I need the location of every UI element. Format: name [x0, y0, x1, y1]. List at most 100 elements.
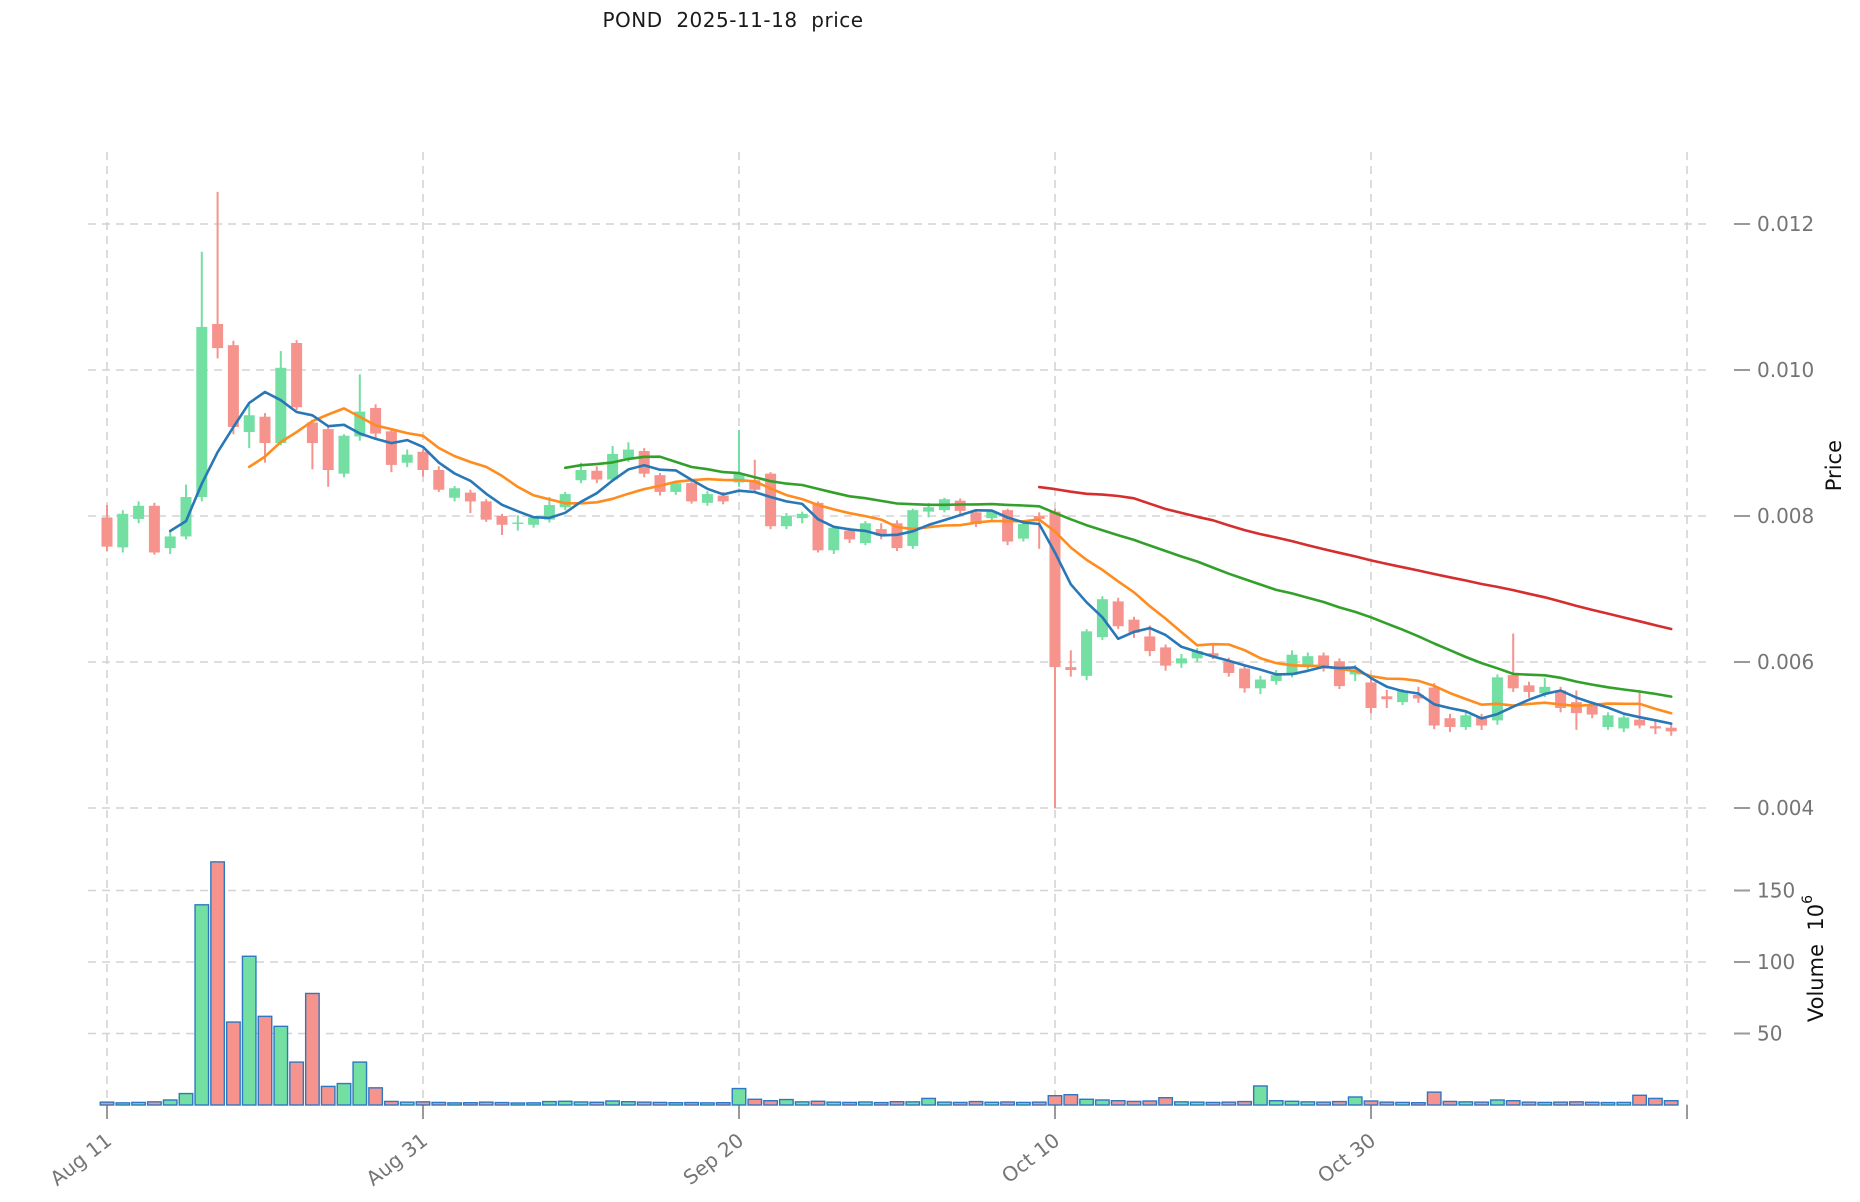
candle-body-up: [1191, 651, 1203, 659]
candle-body-down: [1144, 636, 1156, 652]
candle-body-up: [401, 454, 413, 463]
candle-body-down: [1002, 510, 1014, 542]
volume-bar: [1158, 1097, 1174, 1106]
volume-bar: [557, 1100, 573, 1106]
volume-bar: [1505, 1100, 1521, 1106]
volume-bar: [1316, 1101, 1332, 1106]
candle-body-down: [654, 475, 666, 492]
volume-bar: [1079, 1098, 1095, 1106]
volume-bar: [1126, 1100, 1142, 1106]
date-tick-label: Oct 10: [997, 1128, 1064, 1188]
volume-bar: [431, 1101, 447, 1106]
volume-bar: [952, 1101, 968, 1106]
volume-bar: [494, 1101, 510, 1106]
volume-bar: [1063, 1094, 1079, 1106]
candle-body-up: [117, 513, 129, 548]
volume-bar: [936, 1101, 952, 1106]
candle-body-up: [543, 505, 555, 520]
candle-body-up: [180, 497, 192, 537]
candle-body-down: [1665, 727, 1677, 732]
candle-body-up: [1017, 524, 1029, 539]
volume-bar: [1189, 1101, 1205, 1106]
volume-bar: [1047, 1095, 1063, 1106]
candle-body-up: [1539, 686, 1551, 694]
candle-body-down: [1365, 682, 1377, 708]
price-tick-label: 0.004: [1757, 796, 1814, 820]
candle-body-up: [559, 494, 571, 508]
candle-body-up: [701, 494, 713, 503]
volume-bar: [589, 1101, 605, 1106]
candle-body-up: [164, 536, 176, 549]
candle-body-down: [1239, 668, 1251, 689]
volume-bar: [1205, 1101, 1221, 1106]
volume-bar: [684, 1101, 700, 1106]
candle-body-up: [275, 367, 287, 443]
candle-body-down: [259, 416, 271, 443]
candle-body-up: [670, 483, 682, 492]
candle-body-up: [1618, 717, 1630, 729]
candle-body-down: [1428, 687, 1440, 726]
volume-bar: [1521, 1101, 1537, 1106]
volume-bar: [225, 1021, 241, 1106]
candle-body-down: [1065, 667, 1077, 671]
volume-bar: [984, 1101, 1000, 1106]
volume-bar: [289, 1061, 305, 1106]
candle-body-up: [196, 326, 208, 498]
volume-bar: [889, 1101, 905, 1106]
volume-bar: [526, 1102, 542, 1106]
candle-body-down: [970, 512, 982, 525]
candle-body-up: [1602, 715, 1614, 727]
price-tick-label: 0.010: [1757, 358, 1814, 382]
volume-bar: [715, 1102, 731, 1106]
volume-bar: [194, 904, 210, 1106]
candle-body-down: [306, 422, 318, 443]
candle-body-down: [1555, 690, 1567, 708]
volume-bar: [1568, 1101, 1584, 1106]
candle-body-down: [1112, 601, 1124, 627]
candle-body-down: [1570, 702, 1582, 714]
candle-body-down: [1049, 511, 1061, 668]
volume-bar: [1442, 1100, 1458, 1106]
candle-body-down: [480, 501, 492, 520]
volume-bar: [699, 1102, 715, 1106]
volume-bar: [478, 1101, 494, 1106]
candle-body-up: [338, 435, 350, 474]
volume-bar: [415, 1101, 431, 1106]
candle-body-up: [1254, 679, 1266, 689]
price-tick-label: 0.006: [1757, 650, 1814, 674]
volume-bar: [636, 1101, 652, 1106]
volume-tick-label: 100: [1757, 950, 1795, 974]
candle-body-up: [607, 453, 619, 480]
candle-body-down: [385, 431, 397, 465]
volume-bar: [1616, 1101, 1632, 1106]
volume-bar: [1110, 1100, 1126, 1106]
volume-bar: [905, 1101, 921, 1106]
volume-bar: [1584, 1101, 1600, 1106]
candle-body-down: [322, 429, 334, 471]
candle-body-up: [796, 513, 808, 519]
candle-body-up: [512, 522, 524, 524]
volume-axis-title-text: Volume 10: [1804, 903, 1828, 1023]
date-tick-label: Aug 11: [45, 1128, 116, 1191]
candle-body-down: [1507, 675, 1519, 689]
chart-title: POND 2025-11-18 price: [602, 8, 864, 32]
volume-bar: [857, 1101, 873, 1106]
candle-body-down: [148, 505, 160, 553]
candle-body-up: [575, 470, 587, 481]
candle-body-up: [780, 516, 792, 527]
candle-body-up: [1270, 675, 1282, 681]
candle-body-up: [1397, 690, 1409, 703]
volume-bar: [241, 955, 257, 1106]
volume-bar: [352, 1061, 368, 1106]
candle-body-up: [1349, 671, 1361, 675]
candle-body-up: [528, 517, 540, 525]
candle-body-up: [1081, 631, 1093, 676]
volume-bar: [273, 1025, 289, 1106]
price-tick-label: 0.008: [1757, 504, 1814, 528]
candle-body-up: [1175, 658, 1187, 664]
volume-bar: [336, 1082, 352, 1106]
candle-body-down: [749, 480, 761, 490]
candle-body-up: [859, 523, 871, 544]
sma30-line: [563, 455, 1673, 698]
